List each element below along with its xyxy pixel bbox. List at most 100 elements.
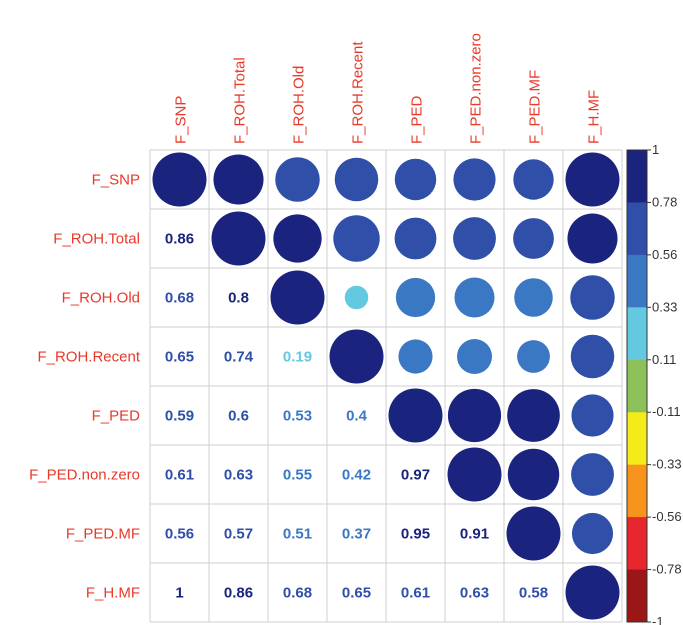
row-label: F_PED (92, 408, 141, 425)
cell-value-7-4: 0.61 (401, 585, 430, 602)
cell-circle-2-3 (344, 285, 369, 310)
cell-circle-0-6 (513, 159, 554, 200)
cell-circle-7-7 (565, 565, 620, 620)
cell-circle-4-4 (388, 388, 443, 443)
cell-value-6-3: 0.37 (342, 526, 371, 543)
cell-value-6-1: 0.57 (224, 526, 253, 543)
colorbar-segment (627, 307, 647, 361)
cell-value-7-2: 0.68 (283, 585, 312, 602)
row-label: F_ROH.Old (62, 290, 140, 307)
colorbar-tick-label: 0.11 (652, 352, 676, 367)
grid (149, 149, 623, 623)
cell-value-3-0: 0.65 (165, 349, 194, 366)
cell-circle-3-7 (570, 334, 615, 379)
cell-circle-1-5 (453, 217, 496, 260)
cell-circle-2-5 (454, 277, 495, 318)
cell-circle-5-7 (571, 453, 614, 496)
cell-circle-2-4 (395, 277, 436, 318)
cell-circle-1-7 (567, 213, 618, 264)
column-label: F_SNP (173, 96, 190, 144)
colorbar-tick-label: -0.11 (652, 404, 681, 419)
cell-value-1-0: 0.86 (165, 231, 194, 248)
colorbar-segment (627, 150, 647, 203)
cell-circle-0-7 (565, 152, 620, 207)
cell-value-3-1: 0.74 (224, 349, 254, 366)
cell-value-6-2: 0.51 (283, 526, 312, 543)
colorbar: 1 0.78 0.56 0.33 0.11 -0.11 -0.33 -0.56 -0.78 -1 (626, 142, 682, 625)
colorbar-tick-label: 1 (652, 142, 659, 157)
cell-circle-1-3 (333, 215, 380, 262)
colorbar-tick-label: -0.33 (652, 457, 682, 472)
cell-circle-6-7 (571, 512, 614, 555)
row-labels: F_SNP F_ROH.Total F_ROH.Old F_ROH.Recent F_P… (29, 172, 141, 602)
cell-circle-3-3 (329, 329, 384, 384)
cell-value-5-3: 0.42 (342, 467, 371, 484)
cell-circle-4-7 (571, 394, 614, 437)
colorbar-tick-label: -0.78 (652, 562, 682, 577)
cell-circle-0-1 (213, 154, 264, 205)
colorbar-frame (626, 149, 648, 623)
colorbar-tick-label: 0.78 (652, 194, 677, 209)
row-label: F_PED.MF (66, 526, 140, 543)
column-labels: F_SNP F_ROH.Total F_ROH.Old F_ROH.Recent F_P… (173, 33, 603, 144)
cell-value-5-2: 0.55 (283, 467, 312, 484)
cell-value-6-4: 0.95 (401, 526, 430, 543)
row-label: F_H.MF (86, 585, 140, 602)
cell-circle-2-2 (270, 270, 325, 325)
colorbar-segment (627, 464, 647, 518)
row-label: F_SNP (92, 172, 140, 189)
cell-circle-3-5 (457, 339, 492, 374)
row-label: F_ROH.Total (53, 231, 140, 248)
colorbar-segment (627, 569, 647, 623)
cell-circle-0-4 (394, 158, 437, 201)
column-label: F_PED.MF (527, 70, 544, 144)
colorbar-segment (627, 202, 647, 256)
cell-circle-1-4 (394, 217, 437, 260)
cell-circle-3-4 (398, 339, 433, 374)
column-label: F_ROH.Total (232, 57, 249, 144)
colorbar-tick-label: -1 (652, 614, 664, 625)
colorbar-segment (627, 359, 647, 413)
row-label: F_PED.non.zero (29, 467, 140, 484)
colorbar-segment (627, 412, 647, 466)
column-label: F_H.MF (586, 90, 603, 144)
cell-circle-5-6 (507, 448, 560, 501)
row-label: F_ROH.Recent (37, 349, 140, 366)
cell-value-5-1: 0.63 (224, 467, 253, 484)
cell-value-5-4: 0.97 (401, 467, 430, 484)
column-label: F_PED (409, 95, 426, 144)
cell-circle-4-5 (447, 388, 502, 443)
cell-circle-2-7 (570, 275, 615, 320)
cells: 0.86 0.68 0.8 0.65 0.74 0.19 0.59 0.6 0.53 0.4 0.6… (152, 152, 620, 620)
cell-circle-1-1 (211, 211, 266, 266)
cell-value-2-0: 0.68 (165, 290, 194, 307)
cell-circle-6-6 (506, 506, 561, 561)
colorbar-tick-label: 0.33 (652, 299, 677, 314)
cell-circle-3-6 (517, 340, 550, 373)
cell-circle-1-2 (273, 214, 322, 263)
cell-value-4-2: 0.53 (283, 408, 312, 425)
column-label: F_ROH.Recent (350, 41, 367, 144)
cell-circle-0-3 (334, 157, 379, 202)
cell-circle-1-6 (513, 218, 554, 259)
colorbar-segment (627, 254, 647, 308)
cell-value-3-2: 0.19 (283, 349, 312, 366)
cell-value-7-6: 0.58 (519, 585, 548, 602)
cell-value-6-0: 0.56 (165, 526, 194, 543)
cell-circle-2-6 (514, 278, 553, 317)
cell-value-7-5: 0.63 (460, 585, 489, 602)
cell-value-4-3: 0.4 (346, 408, 368, 425)
cell-circle-0-5 (453, 158, 496, 201)
cell-value-7-1: 0.86 (224, 585, 253, 602)
cell-value-7-3: 0.65 (342, 585, 371, 602)
cell-value-2-1: 0.8 (228, 290, 249, 307)
cell-circle-0-2 (275, 157, 320, 202)
colorbar-tick-label: 0.56 (652, 247, 677, 262)
colorbar-segment (627, 517, 647, 571)
colorbar-tick-label: -0.56 (652, 509, 682, 524)
cell-value-6-5: 0.91 (460, 526, 489, 543)
cell-circle-0-0 (152, 152, 207, 207)
cell-circle-5-5 (447, 447, 502, 502)
column-label: F_PED.non.zero (468, 33, 485, 144)
